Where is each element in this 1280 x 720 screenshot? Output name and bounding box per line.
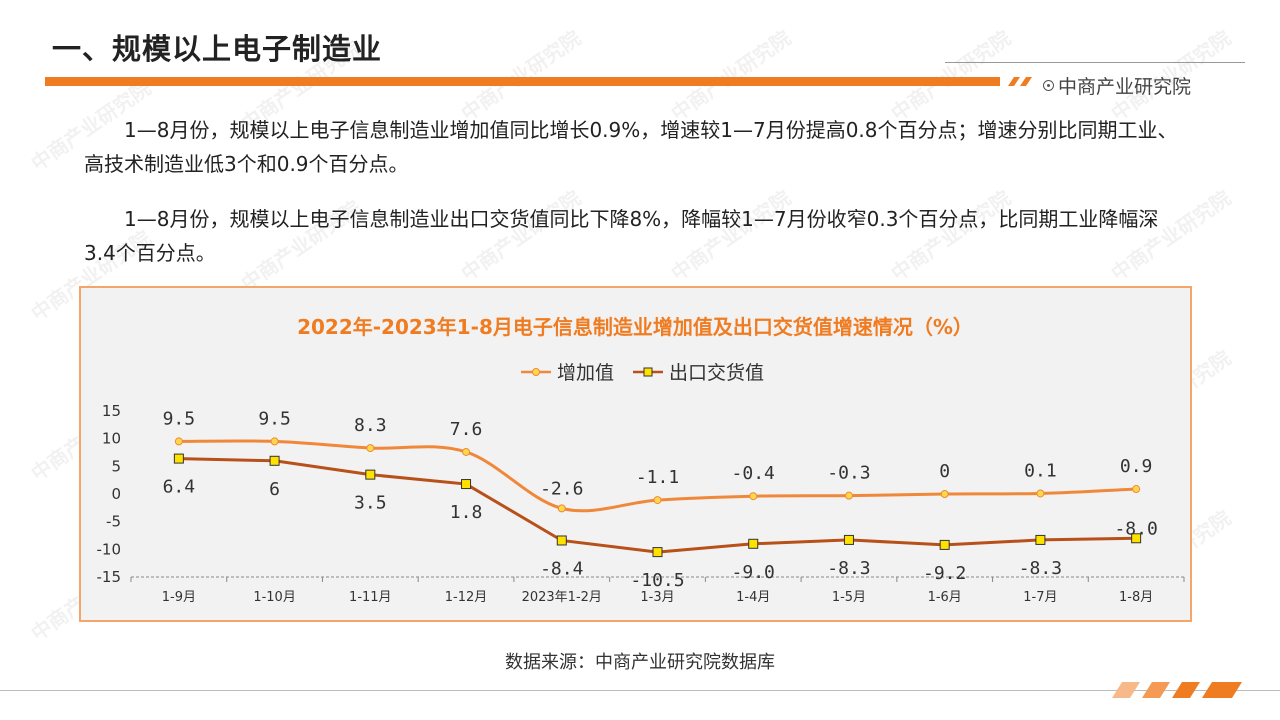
x-tick-label: 1-10月 <box>253 590 296 605</box>
watermark-text: 中商产业研究院 <box>456 25 586 126</box>
data-label: 6.4 <box>163 477 196 498</box>
data-point <box>1035 534 1046 545</box>
data-label: 6 <box>269 479 280 500</box>
y-tick-label: 10 <box>102 430 121 448</box>
x-tick-label: 1-5月 <box>832 590 866 605</box>
data-label: 0.9 <box>1120 456 1153 477</box>
data-point <box>365 469 376 480</box>
legend-label: 出口交货值 <box>669 362 764 384</box>
data-point <box>844 491 853 500</box>
data-label: 1.8 <box>450 502 483 523</box>
data-label: -0.4 <box>732 463 775 484</box>
legend-marker <box>643 367 653 377</box>
brand: 中商产业研究院 <box>1043 72 1191 99</box>
y-tick-label: -5 <box>106 513 121 531</box>
data-point <box>366 444 375 453</box>
data-point <box>461 479 472 490</box>
data-label: 7.6 <box>450 419 483 440</box>
data-label: -9.2 <box>923 563 966 584</box>
data-source: 数据来源：中商产业研究院数据库 <box>505 652 775 673</box>
y-tick-label: -15 <box>97 568 122 586</box>
data-point <box>748 538 759 549</box>
paragraph-2: 1—8月份，规模以上电子信息制造业出口交货值同比下降8%，降幅较1—7月份收窄0… <box>84 207 1159 265</box>
watermark-text: 中商产业研究院 <box>886 25 1016 126</box>
data-point <box>556 535 567 546</box>
data-label: -8.4 <box>540 558 583 579</box>
x-tick-label: 1-3月 <box>640 590 674 605</box>
y-tick-label: 0 <box>111 485 121 503</box>
title-rule <box>945 62 1245 63</box>
x-tick-label: 1-12月 <box>445 590 488 605</box>
data-point <box>652 547 663 558</box>
data-point <box>269 455 280 466</box>
y-tick-label: 15 <box>102 402 121 420</box>
data-point <box>270 437 279 446</box>
data-point <box>1036 489 1045 498</box>
data-point <box>939 539 950 550</box>
data-label: 3.5 <box>354 493 387 514</box>
watermark-text: 中商产业研究院 <box>666 25 796 126</box>
data-label: -8.3 <box>1019 558 1062 579</box>
page-title: 一、规模以上电子制造业 <box>52 32 383 66</box>
data-label: 8.3 <box>354 415 387 436</box>
data-label: -9.0 <box>732 562 775 583</box>
data-label: -0.3 <box>827 463 870 484</box>
line-chart: 2022年-2023年1-8月电子信息制造业增加值及出口交货值增速情况（%） 增加… <box>97 315 1185 605</box>
data-label: 9.5 <box>163 408 196 429</box>
x-tick-label: 1-7月 <box>1023 590 1057 605</box>
chart-panel: 2022年-2023年1-8月电子信息制造业增加值及出口交货值增速情况（%） 增加… <box>79 286 1192 622</box>
data-label: 9.5 <box>258 408 291 429</box>
data-point <box>174 437 183 446</box>
data-point <box>653 496 662 505</box>
x-tick-label: 1-9月 <box>162 590 196 605</box>
data-point <box>557 504 566 513</box>
x-tick-label: 1-6月 <box>928 590 962 605</box>
data-point <box>1131 533 1142 544</box>
data-point <box>749 492 758 501</box>
accent-stripes-icon <box>1008 77 1032 86</box>
data-label: -1.1 <box>636 467 679 488</box>
brand-name: 中商产业研究院 <box>1058 76 1192 98</box>
data-point <box>1132 485 1141 494</box>
data-label: -8.3 <box>827 558 870 579</box>
legend-label: 增加值 <box>557 362 614 384</box>
footer-rule <box>0 690 1280 691</box>
footer-stripes-icon <box>1112 682 1242 698</box>
x-tick-label: 1-4月 <box>736 590 770 605</box>
data-label: -10.5 <box>630 570 684 591</box>
data-point <box>843 534 854 545</box>
legend-marker <box>532 368 540 376</box>
x-tick-label: 1-11月 <box>349 590 392 605</box>
brand-logo-icon <box>1043 80 1054 91</box>
data-point <box>173 453 184 464</box>
title-accent-bar <box>45 77 1000 86</box>
data-label: -2.6 <box>540 478 583 499</box>
y-tick-label: 5 <box>111 457 121 475</box>
data-point <box>940 490 949 498</box>
x-tick-label: 1-8月 <box>1119 590 1153 605</box>
paragraph-1: 1—8月份，规模以上电子信息制造业增加值同比增长0.9%，增速较1—7月份提高0… <box>84 118 1178 176</box>
x-tick-label: 2023年1-2月 <box>522 590 602 605</box>
data-label: -8.0 <box>1114 518 1157 539</box>
data-label: 0.1 <box>1024 460 1057 481</box>
data-point <box>462 447 471 456</box>
y-tick-label: -10 <box>97 540 122 558</box>
data-label: 0 <box>939 461 950 482</box>
chart-title: 2022年-2023年1-8月电子信息制造业增加值及出口交货值增速情况（%） <box>297 315 973 339</box>
